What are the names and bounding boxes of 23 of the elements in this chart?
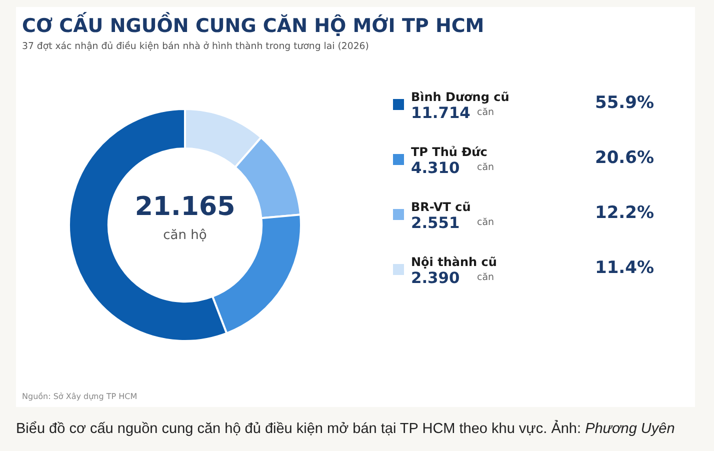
text: 2.551 — [411, 213, 460, 233]
text: 4.310 — [411, 158, 460, 178]
chart-subtitle: 37 đợt xác nhận đủ điều kiện bán nhà ở hình thành trong tương lai (2026) — [22, 40, 369, 53]
text: 2.390 — [411, 268, 460, 288]
legend-label: BR-VT cũ — [411, 199, 471, 215]
text: căn — [477, 107, 494, 119]
text: Phương Uyên — [585, 421, 675, 437]
text: 11.714 — [411, 104, 470, 123]
text: căn — [477, 217, 494, 229]
text: căn — [477, 162, 494, 174]
data-label: 55.9% — [594, 92, 654, 114]
data-label: 20.6% — [594, 147, 654, 169]
text: Biểu đồ cơ cấu nguồn cung căn hộ đủ điều kiện mở bán tại TP HCM theo khu vực. Ảnh: — [16, 421, 582, 437]
data-label: 12.2% — [594, 202, 654, 224]
text: căn hộ — [162, 228, 208, 244]
chart-title: CƠ CẤU NGUỒN CUNG CĂN HỘ MỚI TP HCM — [22, 14, 484, 38]
text: Nguồn: Sở Xây dựng TP HCM — [22, 392, 138, 402]
legend-label: Nội thành cũ — [411, 254, 497, 270]
data-label: 11.4% — [594, 257, 654, 279]
legend-label: Bình Dương cũ — [411, 89, 510, 105]
text: 21.165 — [134, 192, 236, 222]
text: căn — [477, 272, 494, 284]
legend-label: TP Thủ Đức — [411, 144, 488, 160]
